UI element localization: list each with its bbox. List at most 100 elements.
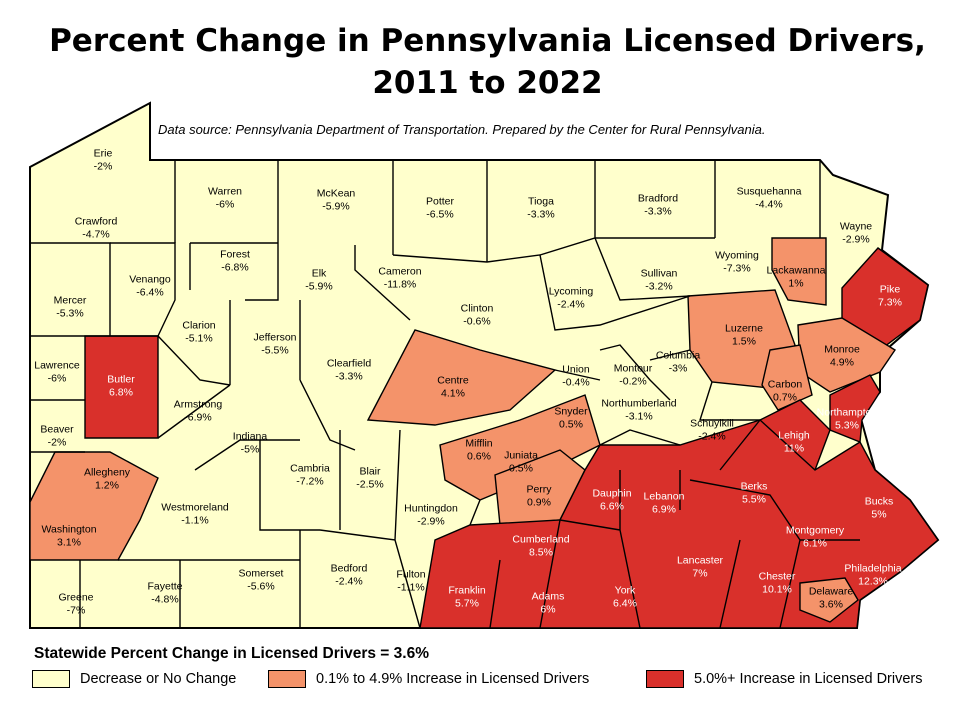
- county-value-fayette: -4.8%: [151, 593, 179, 605]
- county-name-fayette: Fayette: [147, 580, 183, 593]
- county-label-mifflin: Mifflin 0.6%: [465, 438, 492, 463]
- county-name-greene: Greene: [58, 591, 94, 604]
- county-value-pike: 7.3%: [878, 296, 902, 308]
- county-value-elk: -5.9%: [305, 280, 333, 292]
- county-label-mercer: Mercer -5.3%: [54, 295, 87, 320]
- county-label-fulton: Fulton -1.1%: [396, 569, 425, 594]
- county-name-columbia: Columbia: [655, 349, 701, 362]
- county-value-mifflin: 0.6%: [467, 450, 491, 462]
- county-name-york: York: [614, 584, 636, 597]
- county-name-washington: Washington: [41, 523, 97, 536]
- county-value-butler: 6.8%: [109, 386, 133, 398]
- county-value-washington: 3.1%: [57, 536, 81, 548]
- county-name-schuylkill: Schuylkill: [690, 417, 734, 430]
- county-value-luzerne: 1.5%: [732, 335, 756, 347]
- county-label-cumberland: Cumberland 8.5%: [512, 534, 569, 559]
- county-label-centre: Centre 4.1%: [437, 375, 469, 400]
- legend-label-low-increase: 0.1% to 4.9% Increase in Licensed Driver…: [316, 671, 590, 687]
- county-value-clearfield: -3.3%: [335, 370, 363, 382]
- county-value-bucks: 5%: [871, 508, 887, 520]
- county-label-schuylkill: Schuylkill -2.4%: [690, 418, 734, 443]
- county-name-clinton: Clinton: [460, 302, 494, 315]
- legend-swatch-low-increase: [268, 670, 306, 688]
- county-name-montour: Montour: [613, 362, 653, 375]
- county-label-luzerne: Luzerne 1.5%: [725, 323, 763, 348]
- county-label-sullivan: Sullivan -3.2%: [641, 268, 678, 293]
- county-value-venango: -6.4%: [136, 286, 164, 298]
- county-value-northampton: 5.3%: [835, 419, 859, 431]
- county-value-snyder: 0.5%: [559, 418, 583, 430]
- county-label-somerset: Somerset -5.6%: [239, 568, 284, 593]
- county-name-lehigh: Lehigh: [778, 429, 810, 442]
- county-label-westmoreland: Westmoreland -1.1%: [161, 502, 229, 527]
- county-label-lawrence: Lawrence -6%: [34, 360, 80, 385]
- county-name-union: Union: [562, 363, 590, 376]
- county-label-chester: Chester 10.1%: [759, 571, 796, 596]
- county-label-butler: Butler 6.8%: [107, 374, 134, 399]
- county-label-adams: Adams 6%: [532, 591, 565, 616]
- legend-swatch-decrease: [32, 670, 70, 688]
- county-name-armstrong: Armstrong: [173, 398, 223, 411]
- county-value-warren: -6%: [215, 198, 235, 210]
- county-name-bedford: Bedford: [330, 562, 368, 575]
- county-value-adams: 6%: [540, 603, 556, 615]
- county-value-wyoming: -7.3%: [723, 262, 751, 274]
- county-name-sullivan: Sullivan: [640, 267, 678, 280]
- county-label-mckean: McKean -5.9%: [317, 188, 356, 213]
- county-value-columbia: -3%: [668, 362, 688, 374]
- county-value-fulton: -1.1%: [397, 581, 425, 593]
- county-value-sullivan: -3.2%: [645, 280, 673, 292]
- county-name-cumberland: Cumberland: [512, 533, 570, 546]
- county-label-washington: Washington 3.1%: [41, 524, 96, 549]
- county-value-clarion: -5.1%: [185, 332, 213, 344]
- county-name-wyoming: Wyoming: [715, 249, 759, 262]
- county-label-jefferson: Jefferson -5.5%: [254, 332, 297, 357]
- county-value-susquehanna: -4.4%: [755, 198, 783, 210]
- county-label-clinton: Clinton -0.6%: [461, 303, 494, 328]
- county-name-blair: Blair: [359, 465, 381, 478]
- county-name-luzerne: Luzerne: [725, 322, 763, 335]
- county-value-lehigh: 11%: [783, 442, 805, 454]
- county-label-warren: Warren -6%: [208, 186, 242, 211]
- county-name-juniata: Juniata: [504, 449, 538, 462]
- county-value-huntingdon: -2.9%: [417, 515, 445, 527]
- legend-item-low-increase: 0.1% to 4.9% Increase in Licensed Driver…: [268, 668, 589, 690]
- legend-label-high-increase: 5.0%+ Increase in Licensed Drivers: [694, 671, 923, 687]
- county-label-potter: Potter -6.5%: [426, 196, 454, 221]
- map-title-line-2: 2011 to 2022: [372, 65, 603, 101]
- county-name-berks: Berks: [740, 480, 768, 493]
- county-value-crawford: -4.7%: [82, 228, 110, 240]
- county-value-bradford: -3.3%: [644, 205, 672, 217]
- county-label-armstrong: Armstrong -6.9%: [174, 399, 222, 424]
- county-label-tioga: Tioga -3.3%: [527, 196, 554, 221]
- county-value-westmoreland: -1.1%: [181, 514, 209, 526]
- county-value-beaver: -2%: [47, 436, 67, 448]
- county-name-forest: Forest: [220, 248, 250, 261]
- county-name-adams: Adams: [531, 590, 565, 603]
- county-name-dauphin: Dauphin: [592, 487, 632, 500]
- county-label-clearfield: Clearfield -3.3%: [327, 358, 371, 383]
- county-value-philadelphia: 12.3%: [858, 575, 888, 587]
- county-name-lawrence: Lawrence: [34, 359, 80, 372]
- county-value-cameron: -11.8%: [383, 278, 417, 290]
- county-value-forest: -6.8%: [221, 261, 249, 273]
- county-value-erie: -2%: [93, 160, 113, 172]
- county-label-lebanon: Lebanon 6.9%: [644, 491, 685, 516]
- county-name-delaware: Delaware: [808, 585, 854, 598]
- county-name-huntingdon: Huntingdon: [404, 502, 458, 515]
- county-label-indiana: Indiana -5%: [233, 431, 267, 456]
- county-name-allegheny: Allegheny: [83, 466, 131, 479]
- county-value-chester: 10.1%: [762, 583, 792, 595]
- region-lackawanna: [771, 237, 827, 306]
- county-label-clarion: Clarion -5.1%: [182, 320, 215, 345]
- county-label-dauphin: Dauphin 6.6%: [592, 488, 631, 513]
- county-label-cambria: Cambria -7.2%: [290, 463, 330, 488]
- county-name-cameron: Cameron: [378, 265, 422, 278]
- county-value-armstrong: -6.9%: [184, 411, 212, 423]
- county-name-erie: Erie: [93, 147, 113, 160]
- county-label-lycoming: Lycoming -2.4%: [549, 286, 594, 311]
- county-value-juniata: 0.5%: [509, 462, 533, 474]
- region-delaware-overlay: [799, 577, 859, 623]
- county-value-monroe: 4.9%: [830, 356, 854, 368]
